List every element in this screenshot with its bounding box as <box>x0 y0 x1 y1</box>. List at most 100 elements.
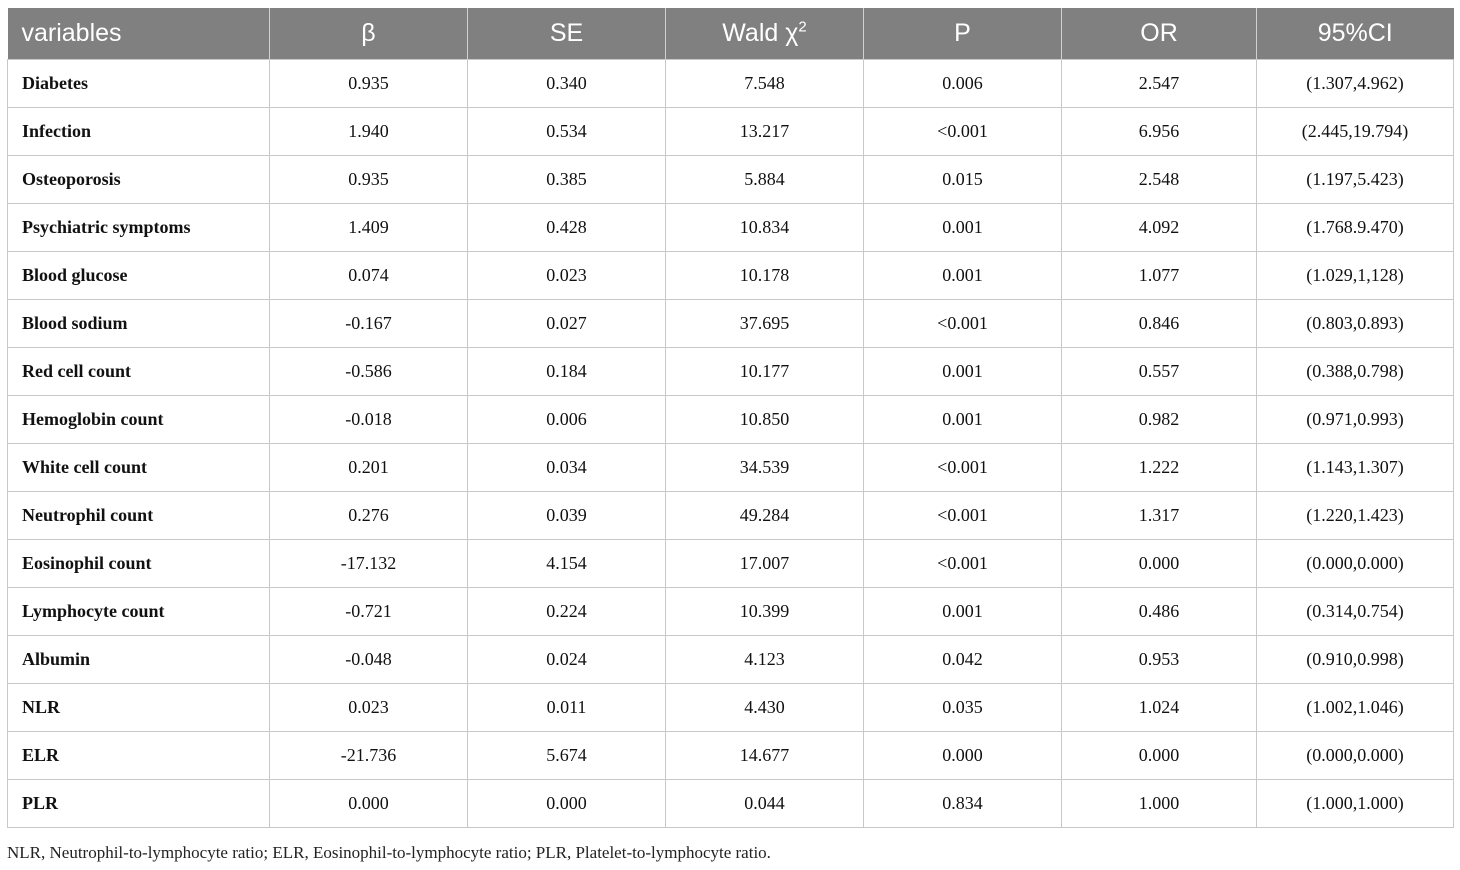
ci-cell: (1.307,4.962) <box>1256 59 1454 108</box>
beta-cell: -17.132 <box>269 539 468 588</box>
p-value-cell: <0.001 <box>863 299 1062 348</box>
wald-cell: 14.677 <box>665 731 864 780</box>
wald-cell: 10.178 <box>665 251 864 300</box>
ci-cell: (1.000,1.000) <box>1256 779 1454 828</box>
se-cell: 0.534 <box>467 107 666 156</box>
beta-cell: 0.023 <box>269 683 468 732</box>
beta-cell: 1.940 <box>269 107 468 156</box>
table-row: Eosinophil count -17.132 4.154 17.007 <0.001… <box>7 539 1454 588</box>
ci-cell: (0.000,0.000) <box>1256 539 1454 588</box>
or-cell: 2.547 <box>1061 59 1257 108</box>
beta-cell: 0.935 <box>269 155 468 204</box>
beta-cell: -0.721 <box>269 587 468 636</box>
header-95ci: 95%CI <box>1256 8 1454 60</box>
wald-cell: 10.834 <box>665 203 864 252</box>
table-row: PLR 0.000 0.000 0.044 0.834 1.000 (1.000,1.000… <box>7 779 1454 828</box>
ci-cell: (0.388,0.798) <box>1256 347 1454 396</box>
or-cell: 4.092 <box>1061 203 1257 252</box>
ci-cell: (1.768.9.470) <box>1256 203 1454 252</box>
wald-cell: 4.430 <box>665 683 864 732</box>
table-row: Blood sodium -0.167 0.027 37.695 <0.001 0.846… <box>7 299 1454 348</box>
se-cell: 0.034 <box>467 443 666 492</box>
se-cell: 0.023 <box>467 251 666 300</box>
beta-cell: 0.000 <box>269 779 468 828</box>
table-footnote: NLR, Neutrophil-to-lymphocyte ratio; ELR… <box>7 843 771 862</box>
table-row: Osteoporosis 0.935 0.385 5.884 0.015 2.548 (1.… <box>7 155 1454 204</box>
table-row: Red cell count -0.586 0.184 10.177 0.001 0.55… <box>7 347 1454 396</box>
se-cell: 0.006 <box>467 395 666 444</box>
or-cell: 1.077 <box>1061 251 1257 300</box>
table-row: Lymphocyte count -0.721 0.224 10.399 0.001 0.… <box>7 587 1454 636</box>
table-row: NLR 0.023 0.011 4.430 0.035 1.024 (1.002,1.046… <box>7 683 1454 732</box>
beta-cell: 1.409 <box>269 203 468 252</box>
se-cell: 0.340 <box>467 59 666 108</box>
wald-cell: 17.007 <box>665 539 864 588</box>
se-cell: 0.000 <box>467 779 666 828</box>
or-cell: 0.000 <box>1061 731 1257 780</box>
se-cell: 4.154 <box>467 539 666 588</box>
ci-cell: (0.000,0.000) <box>1256 731 1454 780</box>
or-cell: 0.000 <box>1061 539 1257 588</box>
se-cell: 0.385 <box>467 155 666 204</box>
header-variables: variables <box>7 8 270 60</box>
table-row: Albumin -0.048 0.024 4.123 0.042 0.953 (0.910,… <box>7 635 1454 684</box>
variable-cell: Lymphocyte count <box>7 587 270 636</box>
variable-cell: White cell count <box>7 443 270 492</box>
p-value-cell: <0.001 <box>863 443 1062 492</box>
se-cell: 0.027 <box>467 299 666 348</box>
beta-cell: -0.586 <box>269 347 468 396</box>
ci-cell: (1.029,1,128) <box>1256 251 1454 300</box>
se-cell: 0.011 <box>467 683 666 732</box>
or-cell: 1.222 <box>1061 443 1257 492</box>
se-cell: 0.039 <box>467 491 666 540</box>
variable-cell: Red cell count <box>7 347 270 396</box>
wald-cell: 4.123 <box>665 635 864 684</box>
beta-cell: 0.276 <box>269 491 468 540</box>
table-row: Blood glucose 0.074 0.023 10.178 0.001 1.077(… <box>7 251 1454 300</box>
wald-cell: 10.399 <box>665 587 864 636</box>
beta-cell: -21.736 <box>269 731 468 780</box>
variable-cell: Albumin <box>7 635 270 684</box>
variable-cell: Diabetes <box>7 59 270 108</box>
table-row: Infection 1.940 0.534 13.217 <0.001 6.956 (2.4… <box>7 107 1454 156</box>
p-value-cell: 0.001 <box>863 203 1062 252</box>
table-body: Diabetes 0.935 0.340 7.548 0.006 2.547 (1.307,… <box>7 59 1454 828</box>
or-cell: 1.317 <box>1061 491 1257 540</box>
p-value-cell: 0.006 <box>863 59 1062 108</box>
p-value-cell: 0.015 <box>863 155 1062 204</box>
table-header: variables β SE Wald χ2 P OR 95%CI <box>7 8 1454 60</box>
wald-cell: 0.044 <box>665 779 864 828</box>
wald-cell: 34.539 <box>665 443 864 492</box>
beta-cell: -0.018 <box>269 395 468 444</box>
wald-cell: 49.284 <box>665 491 864 540</box>
or-cell: 1.024 <box>1061 683 1257 732</box>
beta-cell: 0.935 <box>269 59 468 108</box>
header-se: SE <box>467 8 666 60</box>
variable-cell: Infection <box>7 107 270 156</box>
header-wald-chi2: Wald χ2 <box>665 8 864 60</box>
variable-cell: ELR <box>7 731 270 780</box>
table-row: White cell count 0.201 0.034 34.539 <0.001 1.… <box>7 443 1454 492</box>
p-value-cell: 0.001 <box>863 587 1062 636</box>
se-cell: 0.428 <box>467 203 666 252</box>
p-value-cell: 0.000 <box>863 731 1062 780</box>
se-cell: 0.224 <box>467 587 666 636</box>
or-cell: 0.846 <box>1061 299 1257 348</box>
ci-cell: (1.143,1.307) <box>1256 443 1454 492</box>
table-row: Diabetes 0.935 0.340 7.548 0.006 2.547 (1.307,… <box>7 59 1454 108</box>
p-value-cell: 0.001 <box>863 395 1062 444</box>
wald-cell: 13.217 <box>665 107 864 156</box>
header-row: variables β SE Wald χ2 P OR 95%CI <box>7 8 1454 60</box>
or-cell: 0.953 <box>1061 635 1257 684</box>
table-row: Neutrophil count 0.276 0.039 49.284 <0.001 1.… <box>7 491 1454 540</box>
or-cell: 6.956 <box>1061 107 1257 156</box>
se-cell: 5.674 <box>467 731 666 780</box>
p-value-cell: 0.834 <box>863 779 1062 828</box>
se-cell: 0.184 <box>467 347 666 396</box>
wald-cell: 7.548 <box>665 59 864 108</box>
wald-cell: 5.884 <box>665 155 864 204</box>
header-wald-label: Wald χ <box>722 19 799 47</box>
header-wald-superscript: 2 <box>798 18 807 36</box>
p-value-cell: <0.001 <box>863 539 1062 588</box>
variable-cell: Blood glucose <box>7 251 270 300</box>
